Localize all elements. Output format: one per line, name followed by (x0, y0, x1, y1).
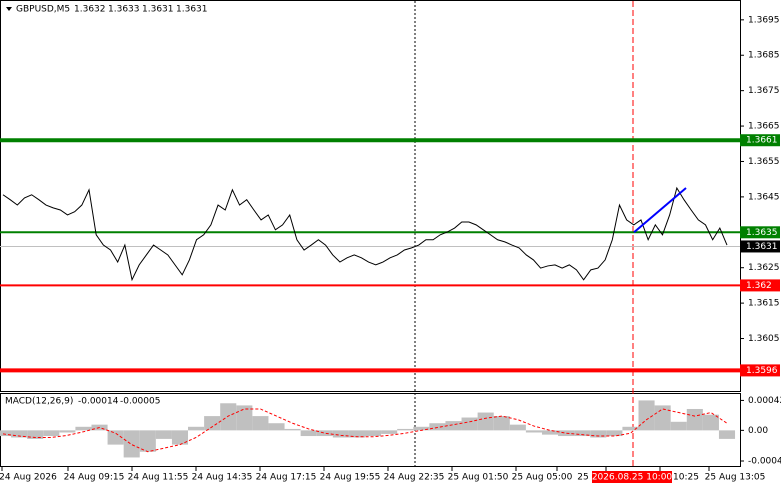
macd-bar (268, 423, 285, 431)
macd-bar (622, 426, 639, 431)
ohlc-value: 1.3632 (74, 5, 106, 15)
y-tick-label: 1.3605 (748, 334, 780, 344)
level-label-box (740, 134, 780, 147)
macd-bar (558, 430, 575, 437)
macd-bar (27, 430, 44, 439)
macd-bar (123, 430, 140, 458)
macd-bar (171, 430, 189, 445)
macd-bar (509, 424, 526, 431)
macd-bar (590, 430, 607, 438)
macd-bar (188, 426, 205, 431)
x-tick-label: 25 (577, 473, 588, 483)
macd-bar (702, 414, 719, 431)
macd-bar (300, 430, 317, 437)
cursor-time-box (592, 471, 672, 483)
y-tick-label: 1.3685 (748, 51, 780, 61)
macd-bar (574, 430, 591, 437)
macd-bar (718, 430, 736, 439)
macd-bar (43, 430, 60, 437)
macd-bar (397, 428, 414, 431)
macd-bar (0, 430, 12, 437)
level-label: 1.3661 (746, 136, 778, 146)
level-label: 1.3635 (746, 228, 778, 238)
signal-line (2, 408, 728, 453)
macd-bar (365, 430, 382, 437)
level-label-box (740, 226, 780, 239)
macd-bar (204, 416, 221, 431)
y-tick-label: 1.3665 (748, 122, 780, 132)
macd-bar (413, 426, 430, 431)
y-tick-label: 1.3615 (748, 299, 780, 309)
last-price-label: 1.3631 (746, 242, 778, 252)
trendline (633, 187, 687, 234)
macd-bar (429, 423, 446, 431)
macd-bar (445, 421, 462, 431)
x-tick-label: 24 Aug 2026 (0, 473, 57, 483)
y-tick-label: 1.3675 (748, 86, 780, 96)
x-tick-label: 25 Aug 01:50 (448, 473, 509, 483)
ohlc-value: 1.3633 (108, 5, 140, 15)
x-tick-label: 25 Aug 05:00 (512, 473, 573, 483)
x-tick-label: 25 Aug 13:05 (705, 473, 766, 483)
x-tick-label: 24 Aug 14:35 (192, 473, 253, 483)
level-label: 1.362 (746, 281, 772, 291)
macd-bar (461, 417, 478, 431)
x-tick-label: 2026.08.25 10:00 (592, 473, 673, 483)
macd-bar (332, 430, 349, 438)
macd-bar (686, 408, 703, 431)
macd-bar (606, 430, 623, 437)
level-label: 1.3596 (746, 366, 778, 376)
x-tick-label: 24 Aug 19:55 (320, 473, 381, 483)
macd-bar (670, 421, 687, 431)
macd-bar (252, 416, 269, 431)
x-tick-label: 24 Aug 11:55 (128, 473, 189, 483)
macd-bar (493, 416, 510, 431)
y-tick-label: 1.3655 (748, 157, 780, 167)
macd-bar (11, 430, 28, 438)
macd-bar (220, 403, 237, 431)
y-tick-label: 0.00 (748, 426, 768, 436)
level-label-box (740, 364, 780, 377)
macd-bar (59, 430, 76, 433)
y-tick-label: 1.3695 (748, 15, 780, 25)
ohlc-value: 1.3631 (176, 5, 208, 15)
x-tick-label: 24 Aug 09:15 (64, 473, 125, 483)
macd-bar (541, 430, 559, 435)
macd-bar (381, 430, 398, 434)
macd-title: MACD(12,26,9) (5, 397, 73, 407)
main-pane (0, 0, 741, 392)
macd-bar (525, 430, 542, 433)
symbol: GBPUSD,M5 (16, 5, 70, 15)
macd-readout: -0.00014 (78, 397, 119, 407)
x-tick-label: 10:25 (673, 473, 699, 483)
x-tick-label: 24 Aug 17:15 (256, 473, 317, 483)
macd-bar (75, 426, 92, 431)
macd-bar (654, 405, 671, 431)
macd-bar (139, 430, 156, 452)
y-tick-label: 1.3645 (748, 192, 780, 202)
last-price-box (740, 240, 780, 253)
macd-bar (348, 430, 365, 438)
menu-arrow (6, 7, 12, 11)
y-tick-label: 1.3625 (748, 263, 780, 273)
macd-bar (477, 412, 494, 431)
price-line (2, 186, 728, 282)
x-tick-label: 24 Aug 22:35 (384, 473, 445, 483)
ohlc-value: 1.3631 (142, 5, 174, 15)
macd-bar (316, 430, 333, 437)
macd-bar (236, 405, 253, 431)
macd-readout: -0.00005 (120, 397, 160, 407)
macd-bar (107, 430, 124, 445)
y-tick-label: -0.00043 (748, 457, 781, 467)
macd-bar (155, 430, 172, 439)
macd-bar (284, 428, 301, 431)
level-label-box (740, 279, 780, 292)
